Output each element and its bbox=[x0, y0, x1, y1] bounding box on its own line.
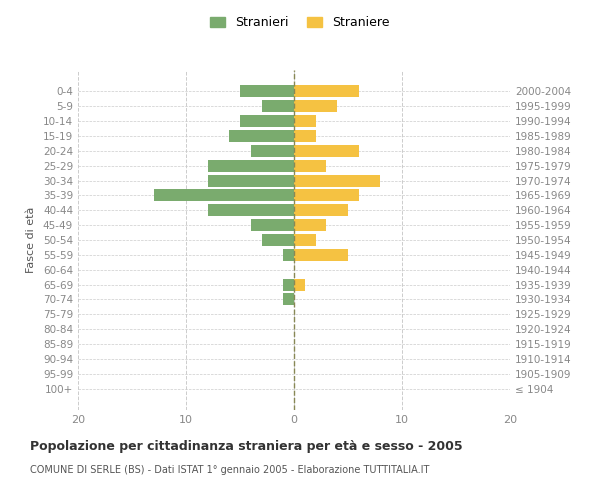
Bar bbox=[294, 145, 359, 157]
Bar bbox=[240, 115, 294, 127]
Text: COMUNE DI SERLE (BS) - Dati ISTAT 1° gennaio 2005 - Elaborazione TUTTITALIA.IT: COMUNE DI SERLE (BS) - Dati ISTAT 1° gen… bbox=[30, 465, 430, 475]
Text: Popolazione per cittadinanza straniera per età e sesso - 2005: Popolazione per cittadinanza straniera p… bbox=[30, 440, 463, 453]
Bar bbox=[294, 204, 348, 216]
Bar bbox=[240, 86, 294, 98]
Bar bbox=[229, 130, 294, 142]
Bar bbox=[294, 174, 380, 186]
Bar bbox=[208, 160, 294, 172]
Bar bbox=[262, 100, 294, 112]
Bar bbox=[154, 190, 294, 202]
Bar bbox=[262, 234, 294, 246]
Bar bbox=[294, 219, 326, 231]
Bar bbox=[283, 249, 294, 261]
Bar bbox=[283, 294, 294, 306]
Legend: Stranieri, Straniere: Stranieri, Straniere bbox=[205, 11, 395, 34]
Bar bbox=[294, 115, 316, 127]
Bar bbox=[294, 278, 305, 290]
Bar bbox=[294, 160, 326, 172]
Bar bbox=[294, 130, 316, 142]
Bar bbox=[208, 204, 294, 216]
Bar bbox=[283, 278, 294, 290]
Bar bbox=[294, 190, 359, 202]
Bar bbox=[294, 100, 337, 112]
Bar bbox=[208, 174, 294, 186]
Bar bbox=[251, 219, 294, 231]
Bar bbox=[294, 234, 316, 246]
Bar bbox=[294, 249, 348, 261]
Y-axis label: Fasce di età: Fasce di età bbox=[26, 207, 36, 273]
Bar bbox=[294, 86, 359, 98]
Bar bbox=[251, 145, 294, 157]
